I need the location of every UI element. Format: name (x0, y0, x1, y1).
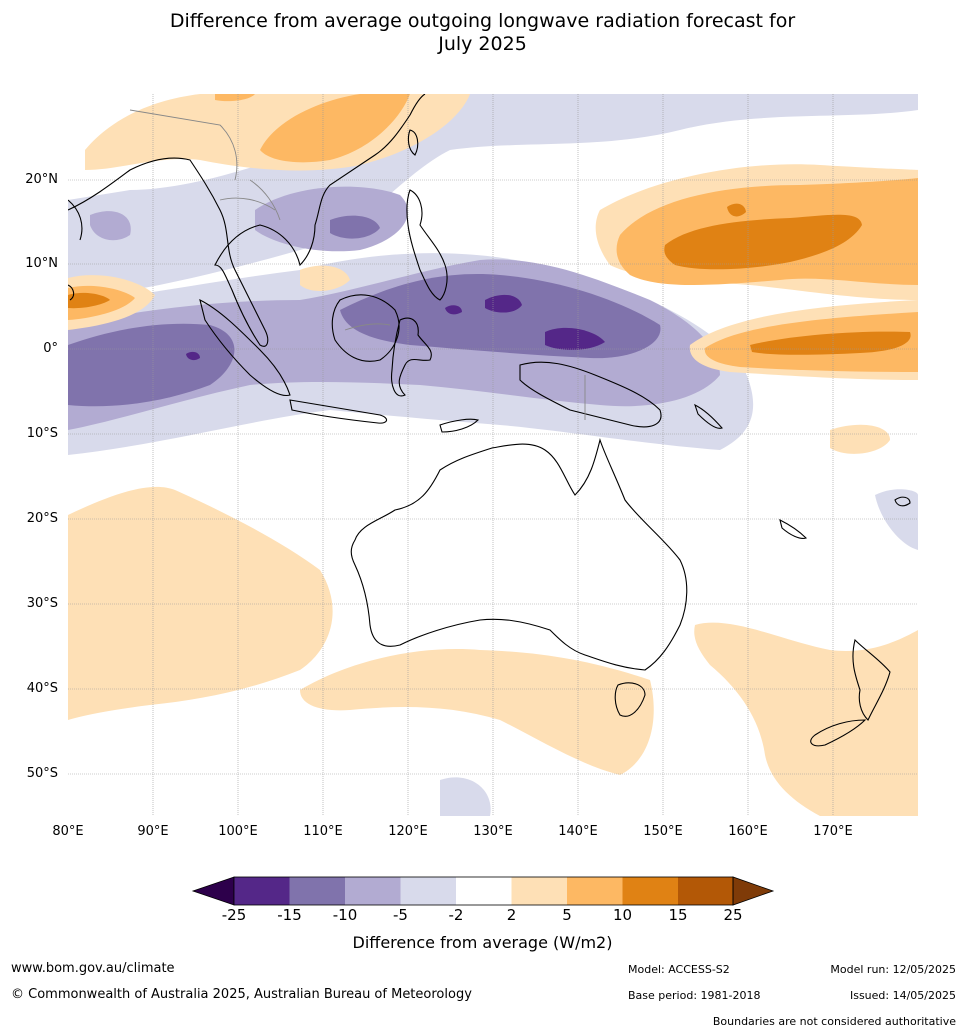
colorbar-swatch-w4 (678, 877, 733, 905)
map-title-line2: July 2025 (438, 33, 527, 55)
new-zealand-south-coastline (810, 719, 867, 747)
anomaly-region-purple-c1 (485, 294, 522, 313)
anomaly-region-orange-w3-small (727, 203, 746, 217)
anomaly-region-light-orange-small (300, 265, 350, 292)
colorbar-swatch-c2 (289, 877, 345, 905)
anomaly-region-orange-w3-west (68, 292, 110, 309)
borneo-coastline (331, 294, 400, 362)
anomaly-region-light-purple-4 (440, 777, 491, 816)
model-run-text: Model run: 12/05/2025 (830, 963, 956, 976)
colorbar (191, 876, 775, 906)
anomaly-region-purple-c1-d (186, 351, 200, 361)
colorbar-swatch-w1 (511, 877, 567, 905)
lon-label-100e: 100°E (218, 824, 258, 839)
lat-label-40s: 40°S (26, 681, 58, 696)
mainland-asia-coastline (68, 94, 426, 347)
colorbar-tick-minus25: -25 (221, 906, 247, 924)
anomaly-region-light-orange-south (68, 486, 333, 720)
colorbar-swatch-neutral (456, 877, 512, 905)
lon-label-120e: 120°E (388, 824, 428, 839)
colorbar-title: Difference from average (W/m2) (352, 933, 613, 952)
model-text: Model: ACCESS-S2 (628, 963, 730, 976)
colorbar-swatch-c1 (234, 877, 290, 905)
colorbar-tick-25: 25 (723, 906, 743, 924)
colorbar-tick-5: 5 (562, 906, 572, 924)
new-caledonia-coastline (779, 518, 808, 539)
sri-lanka-coastline (68, 284, 75, 301)
colorbar-tick-minus5: -5 (393, 906, 408, 924)
lat-label-10n: 10°N (25, 256, 58, 271)
colorbar-swatch-c4 (400, 877, 456, 905)
disclaimer-text: Boundaries are not considered authoritat… (712, 1015, 956, 1028)
colorbar-tick-minus10: -10 (332, 906, 358, 924)
new-zealand-north-coastline (852, 638, 891, 721)
lat-label-20s: 20°S (26, 511, 58, 526)
new-guinea-coastline (519, 361, 662, 428)
lon-label-150e: 150°E (643, 824, 683, 839)
colorbar-swatch-w3 (622, 877, 678, 905)
website-link[interactable]: www.bom.gov.au/climate (11, 961, 175, 976)
lon-label-170e: 170°E (813, 824, 853, 839)
anomaly-region-purple-c2 (68, 323, 235, 407)
fiji-coastline (894, 496, 911, 507)
taiwan-coastline (407, 129, 419, 156)
india-coastline (68, 199, 83, 241)
anomaly-region-purple-c1-c (445, 305, 462, 315)
anomaly-region-purple-c1-b (545, 327, 605, 350)
anomaly-region-light-orange-south-b (300, 649, 654, 775)
map-title-line1: Difference from average outgoing longwav… (169, 10, 796, 32)
base-period-text: Base period: 1981-2018 (628, 989, 761, 1002)
anomaly-region-purple-c2-c (330, 215, 380, 239)
lat-label-30s: 30°S (26, 596, 58, 611)
anomaly-region-light-purple (68, 94, 918, 300)
lat-label-50s: 50°S (26, 766, 58, 781)
country-boundaries (129, 109, 586, 420)
copyright-text: © Commonwealth of Australia 2025, Austra… (11, 987, 472, 1002)
coastlines (68, 94, 911, 747)
colorbar-tick-2: 2 (506, 906, 517, 924)
lat-label-0: 0° (43, 341, 58, 356)
map-title: Difference from average outgoing longwav… (0, 10, 965, 56)
colorbar-extend-low (191, 876, 235, 906)
anomaly-region-orange-w2-north (260, 94, 410, 163)
lon-label-80e: 80°E (52, 824, 84, 839)
lat-label-20n: 20°N (25, 172, 58, 187)
colorbar-tick-15: 15 (668, 906, 688, 924)
colorbar-swatch-w2 (567, 877, 623, 905)
colorbar-extend-high (732, 876, 775, 906)
tasmania-coastline (614, 682, 646, 717)
colorbar-tick-minus2: -2 (448, 906, 464, 924)
sumatra-coastline (199, 298, 291, 397)
timor-coastline (439, 418, 480, 433)
lon-label-90e: 90°E (137, 824, 169, 839)
anomaly-region-light-orange-tasman (694, 622, 918, 816)
graticule (68, 94, 918, 816)
anomaly-region-orange-w3-pacific (664, 214, 862, 270)
colorbar-swatch-c3 (345, 877, 401, 905)
anomaly-region-orange-w2-north-b (215, 94, 255, 102)
colorbar-tick-minus15: -15 (277, 906, 302, 924)
anomaly-region-purple-c3-c (90, 211, 131, 241)
anomaly-region-light-orange-small2 (830, 424, 890, 454)
solomon-islands-coastline (694, 403, 723, 429)
lon-label-110e: 110°E (303, 824, 343, 839)
lon-label-140e: 140°E (558, 824, 598, 839)
lon-label-160e: 160°E (728, 824, 768, 839)
issued-text: Issued: 14/05/2025 (849, 989, 956, 1002)
philippines-coastline (406, 189, 448, 301)
colorbar-tick-10: 10 (612, 906, 633, 924)
lon-label-130e: 130°E (473, 824, 513, 839)
java-coastline (289, 399, 388, 424)
lat-label-10s: 10°S (26, 426, 58, 441)
sulawesi-coastline (391, 317, 432, 397)
australia-coastline (350, 438, 688, 671)
